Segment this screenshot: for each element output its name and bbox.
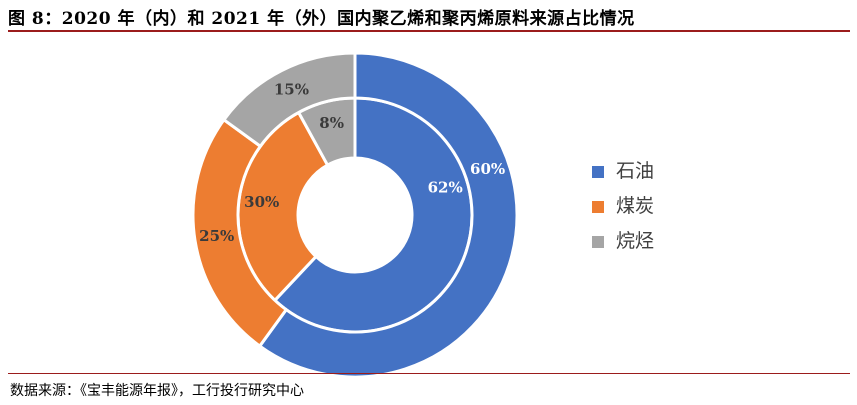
chart-slices: [191, 51, 519, 379]
data-label-2020-0: 62%: [428, 179, 463, 197]
source-rule: [8, 373, 850, 374]
slice-2021-0: [257, 51, 519, 379]
source-note: 数据来源：《宝丰能源年报》，工行投行研究中心: [10, 383, 304, 399]
data-label-2020-1: 30%: [244, 193, 279, 211]
legend-label-0: 石油: [616, 160, 654, 182]
legend-swatch-2: [592, 236, 604, 248]
legend-swatch-1: [592, 201, 604, 213]
title-rule: [8, 30, 850, 32]
legend-label-2: 烷烃: [616, 230, 654, 252]
data-label-2021-1: 25%: [199, 227, 234, 245]
data-label-2021-2: 15%: [274, 80, 309, 98]
data-label-2021-0: 60%: [470, 160, 505, 178]
figure-title: 图 8：2020 年（内）和 2021 年（外）国内聚乙烯和聚丙烯原料来源占比情…: [8, 9, 635, 29]
slice-2021-2: [221, 51, 357, 149]
chart-data-labels: 62% 30% 8% 60% 25% 15%: [199, 80, 505, 245]
legend-label-1: 煤炭: [616, 195, 654, 217]
data-label-2020-2: 8%: [319, 114, 344, 132]
legend-swatch-0: [592, 166, 604, 178]
